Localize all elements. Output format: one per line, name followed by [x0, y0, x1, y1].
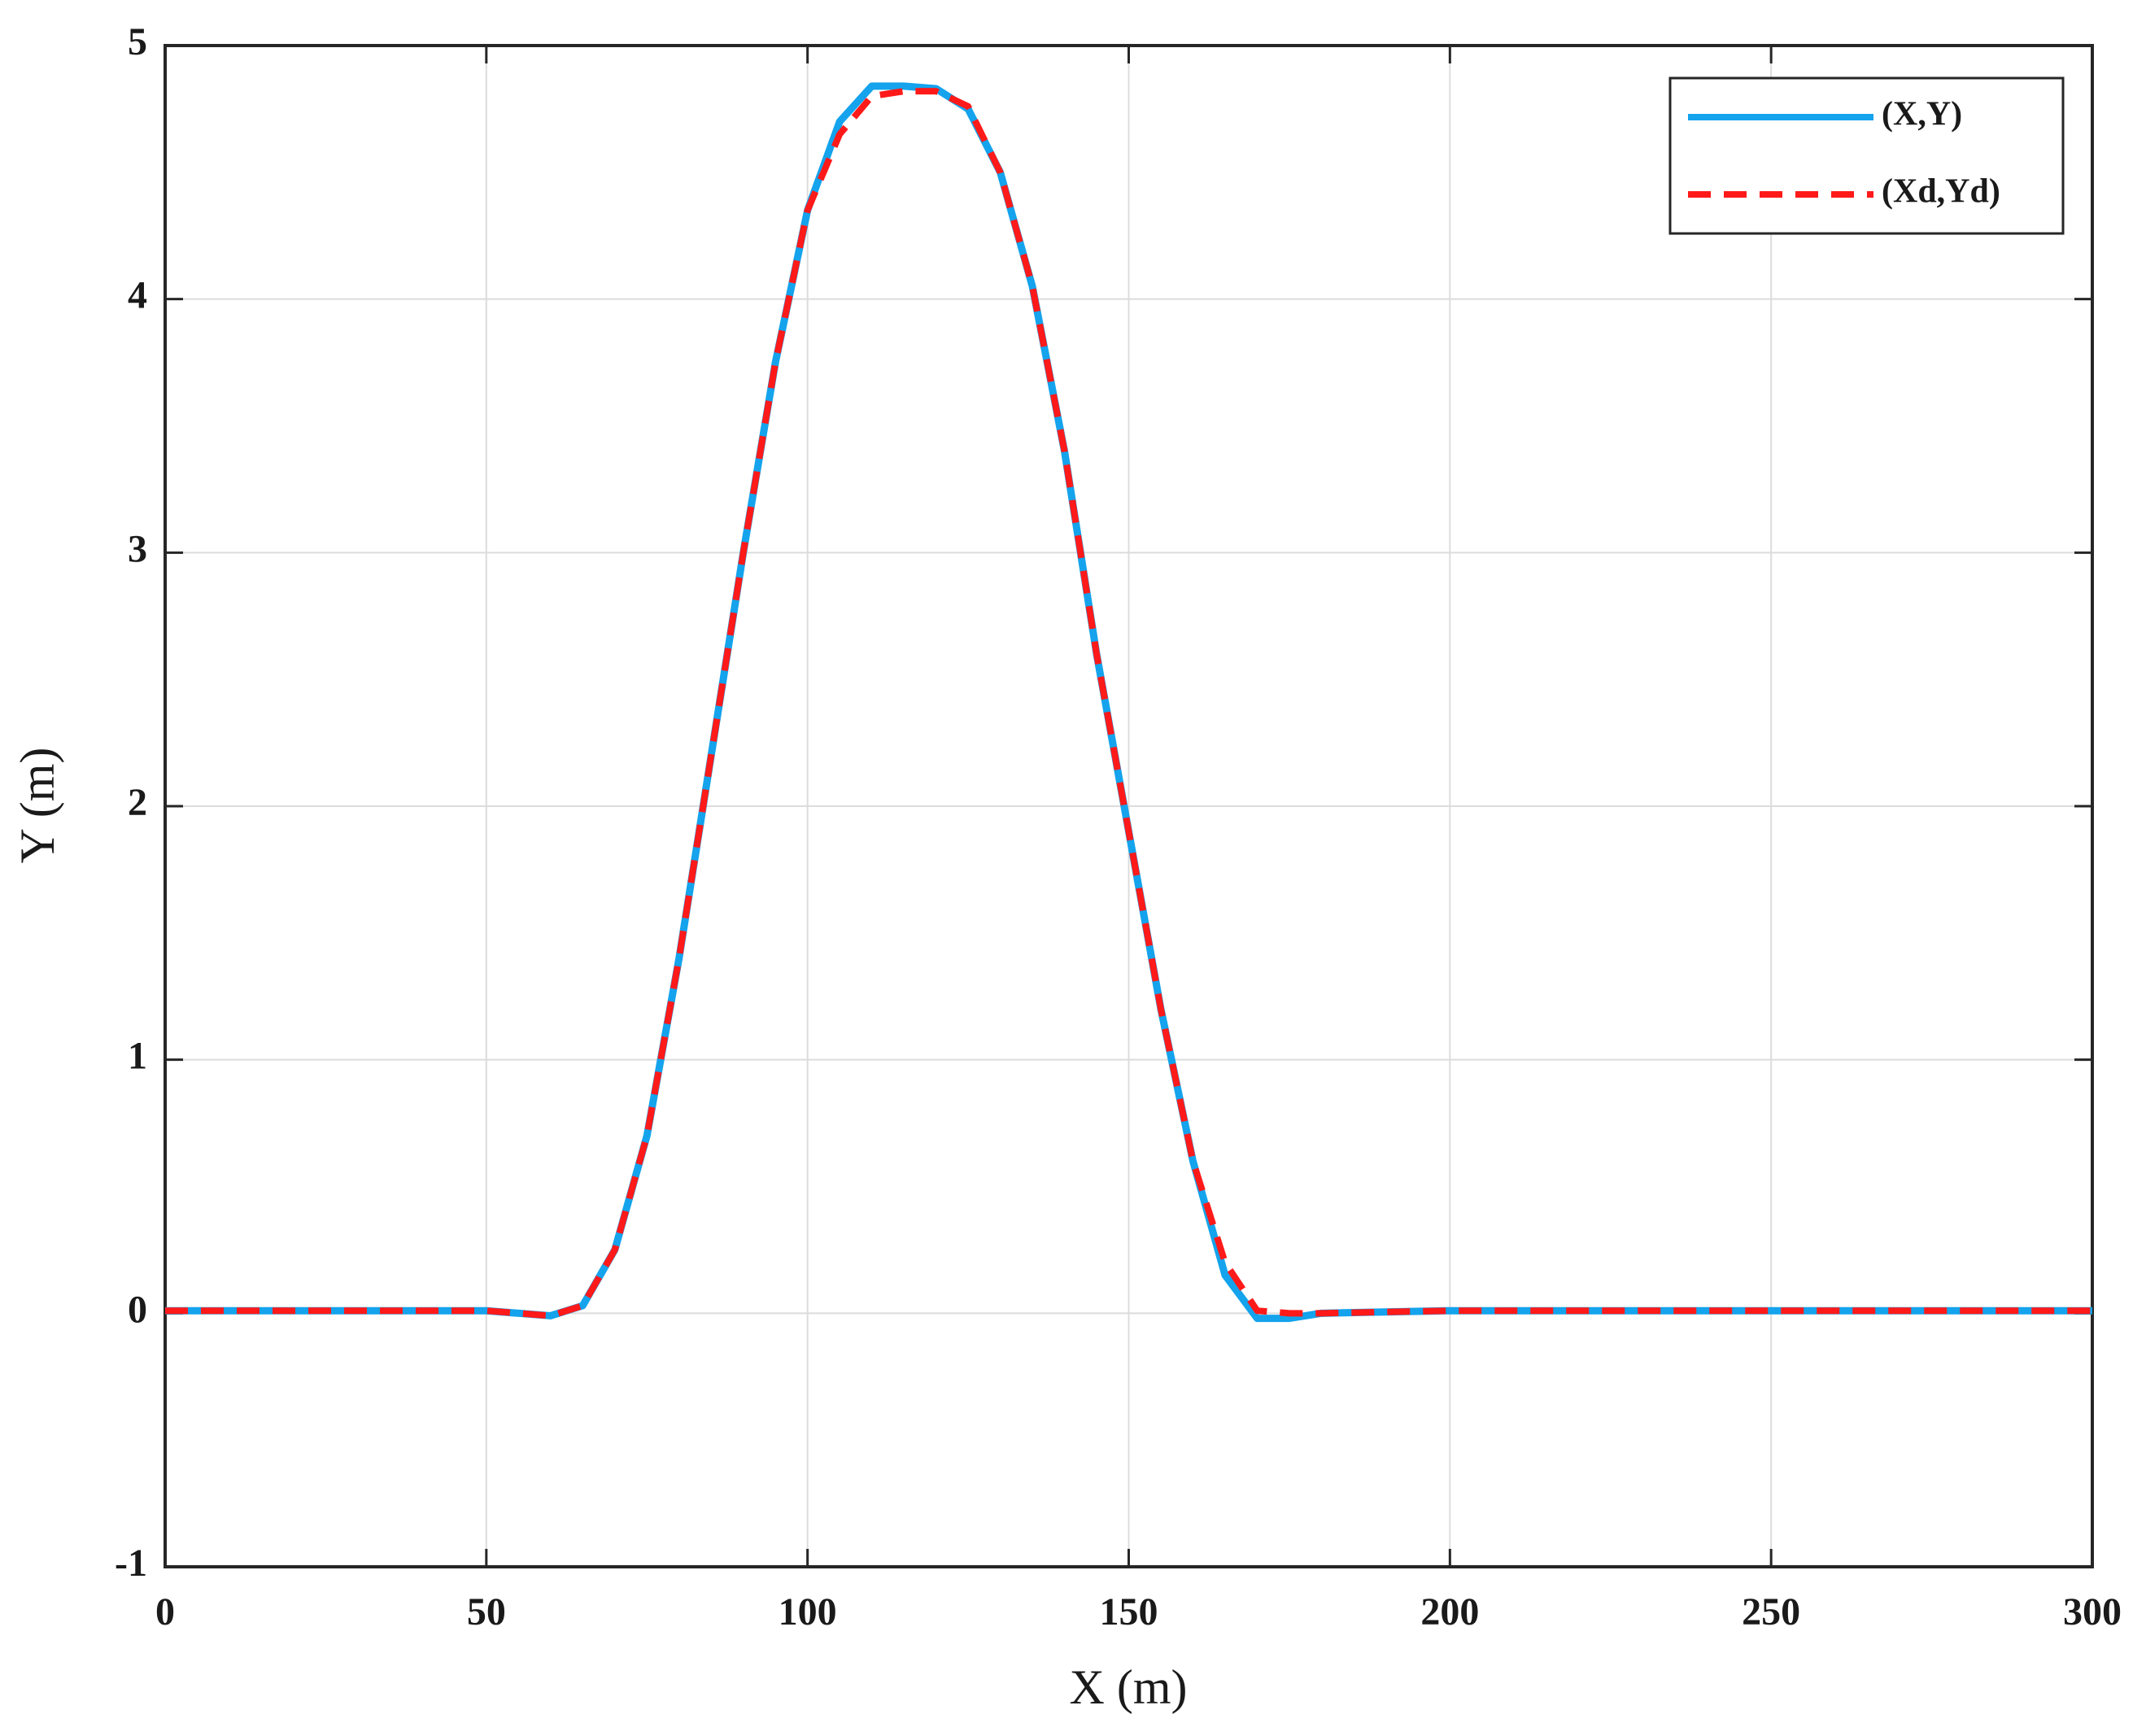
- x-tick-label: 150: [1100, 1590, 1158, 1633]
- y-tick-label: 5: [128, 20, 147, 63]
- x-tick-label: 50: [467, 1590, 506, 1633]
- x-tick-label: 200: [1420, 1590, 1479, 1633]
- y-tick-label: 2: [128, 781, 147, 824]
- y-tick-label: 0: [128, 1288, 147, 1331]
- legend-label: (Xd,Yd): [1882, 173, 2000, 211]
- x-tick-label: 300: [2063, 1590, 2122, 1633]
- x-tick-label: 250: [1742, 1590, 1800, 1633]
- x-tick-label: 0: [155, 1590, 175, 1633]
- series-line: [165, 88, 2092, 1319]
- y-tick-label: 1: [128, 1035, 147, 1078]
- x-axis-label: X (m): [1070, 1660, 1188, 1714]
- x-tick-label: 100: [779, 1590, 837, 1633]
- legend-label: (X,Y): [1882, 96, 1962, 133]
- y-tick-label: 4: [128, 274, 147, 317]
- y-axis-label: Y (m): [11, 748, 64, 864]
- plot-frame: [164, 44, 2094, 1568]
- y-tick-label: -1: [115, 1542, 147, 1585]
- y-tick-label: 3: [128, 527, 147, 570]
- legend-box: [1668, 76, 2065, 235]
